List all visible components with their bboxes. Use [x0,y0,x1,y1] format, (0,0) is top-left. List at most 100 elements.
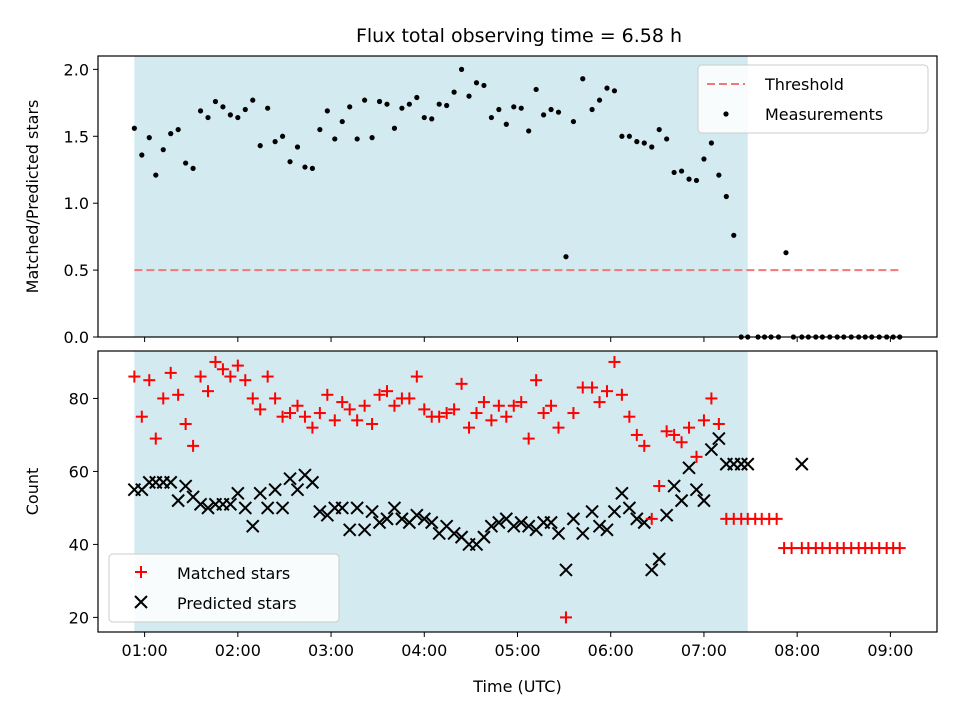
measurement-point [332,136,338,142]
measurement-point [190,165,196,171]
measurement-point [265,105,271,111]
measurement-point [429,116,435,122]
matched-stars-point [785,542,798,555]
predicted-stars-point [372,515,387,530]
measurement-point [458,66,465,72]
y-tick-label: 20 [69,608,89,627]
matched-stars-point [128,370,141,383]
matched-stars-point [291,399,304,412]
top-observing-window [134,56,748,337]
y-tick-label: 0.0 [64,328,89,347]
matched-stars-point [638,439,651,452]
measurement-point [451,89,457,95]
predicted-stars-point [659,508,674,522]
predicted-stars-point [193,497,208,511]
matched-stars-point [403,392,416,405]
predicted-stars-point [630,512,644,526]
measurement-point [511,104,517,110]
measurement-point [533,86,539,93]
measurement-point [619,133,625,139]
matched-stars-point [433,410,446,423]
measurement-point [436,101,442,107]
x-tick-label: 09:00 [867,641,913,660]
measurement-point [421,114,427,121]
measurement-point [580,76,586,82]
measurement-point [611,88,618,94]
measurement-point [347,104,353,110]
predicted-stars-point [425,515,439,530]
matched-stars-point [770,512,783,525]
measurement-point [708,140,715,146]
predicted-stars-point [507,519,521,533]
measurement-point [197,108,204,114]
predicted-stars-point [477,530,491,544]
predicted-stars-point [387,501,402,515]
matched-stars-point [284,407,297,420]
measurement-point [604,85,610,91]
measurement-point [656,126,662,133]
y-tick-label: 1.5 [64,127,89,146]
matched-stars-point [668,428,681,441]
bottom-legend-box [108,553,340,623]
matched-stars-point [470,407,483,420]
measurement-point [701,156,707,162]
matched-stars-point [149,432,162,445]
measurement-point [723,193,729,200]
matched-stars-point [463,421,476,434]
measurement-point [175,126,181,133]
measurement-point [242,106,248,113]
matched-stars-point [600,385,613,398]
predicted-stars-point [260,501,275,515]
measurement-point [570,118,577,125]
measurement-point [227,112,233,118]
predicted-stars-point [178,479,193,493]
matched-stars-point [209,355,222,368]
predicted-stars-point [275,501,290,515]
matched-stars-point [269,392,282,405]
measurement-point [496,106,502,113]
x-tick-label: 04:00 [401,641,447,660]
measurement-point [641,140,647,146]
measurement-point [302,164,308,170]
top-panel-ratio-plot: 0.00.51.01.52.0 Matched/Predicted stars … [23,55,938,347]
measurement-point [362,97,368,103]
predicted-stars-point [268,482,282,497]
matched-stars-point [500,410,513,423]
matched-stars-point [683,421,696,434]
x-tick-label: 08:00 [774,641,820,660]
top-panel-frame [97,55,938,338]
matched-stars-point [615,388,628,401]
measurement-point [649,144,655,150]
measurement-point [168,131,174,137]
measurement-point [317,126,323,133]
predicted-stars-point [492,515,506,530]
predicted-stars-point [667,479,681,493]
measurement-point [399,105,405,111]
predicted-stars-point [238,501,252,515]
bottom-panel-frame [97,350,938,633]
matched-stars-point [697,414,710,427]
predicted-stars-point [164,475,178,490]
x-tick-label: 03:00 [308,641,354,660]
matched-stars-point [164,366,177,379]
measurement-point [678,168,685,174]
measurement-point [731,232,737,238]
x-tick-label: 02:00 [215,641,261,660]
measurement-point [783,250,789,256]
measurement-point [503,121,509,127]
measurement-point [235,114,241,121]
matched-stars-point [358,399,371,412]
predicted-stars-point [253,486,267,501]
matched-stars-point [712,417,725,430]
x-tick-label: 06:00 [588,641,634,660]
matched-stars-point [336,396,349,409]
matched-stars-point [515,396,528,409]
predicted-stars-point [600,523,614,537]
predicted-stars-point [697,493,711,508]
x-tick-label: 07:00 [681,641,727,660]
legend-threshold-label: Threshold [764,75,844,94]
matched-stars-point [261,370,274,383]
matched-stars-point [388,399,401,412]
predicted-stars-point [622,501,637,515]
matched-stars-point [530,374,543,387]
